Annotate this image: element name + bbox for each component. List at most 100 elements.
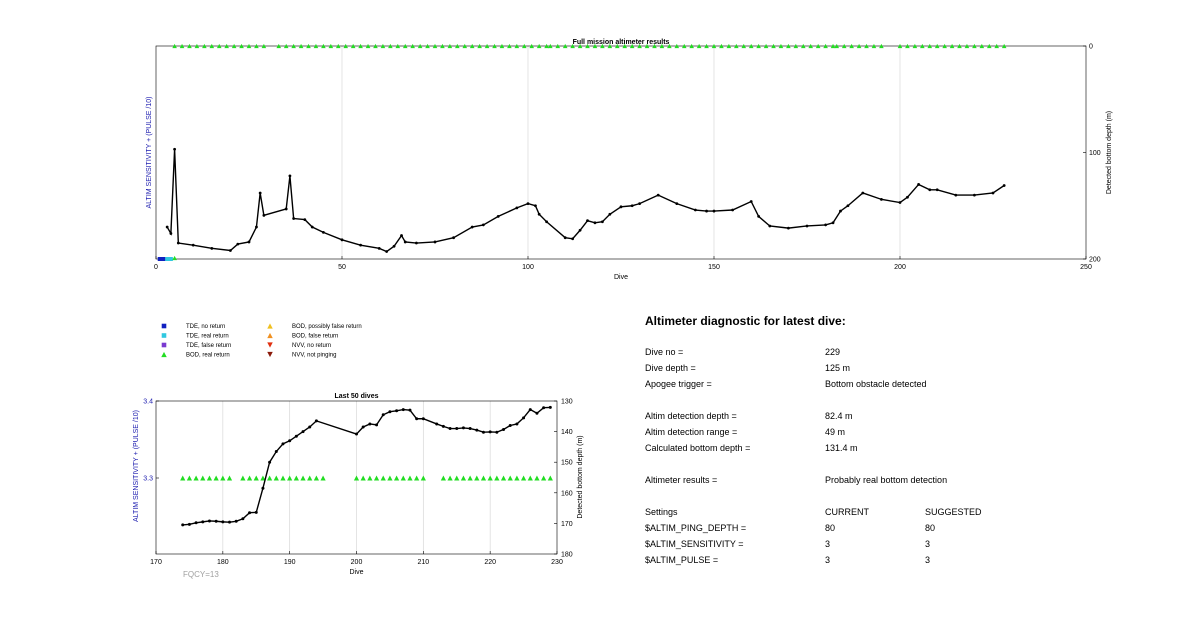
legend-label: BOD, possibly false return [292,324,362,330]
bod-real-return-marker [388,43,393,49]
pulse-label: $ALTIM_PULSE = [645,555,719,565]
bod-real-return-marker [402,43,408,49]
pulse-current: 3 [825,555,831,565]
bod-real-return-marker [548,43,553,49]
small-xtick-label: 230 [551,559,563,566]
bod-real-return-marker [711,43,717,49]
bod-real-return-marker [920,43,925,49]
bottom-depth-point [455,427,459,431]
bod-real-return-marker [474,475,480,481]
bottom-depth-point [694,208,697,212]
bod-real-return-marker [520,475,527,481]
bottom-depth-point [207,519,211,523]
full-chart-xlabel: Dive [614,274,628,281]
bottom-depth-point [757,215,761,218]
bod-real-return-marker [949,43,955,49]
sensitivity-current: 3 [825,539,831,549]
bod-real-return-marker [353,475,360,481]
ping-depth-row: $ALTIM_PING_DEPTH = 80 80 [645,523,1185,537]
bod-real-return-marker [719,43,724,49]
legend-triangle-marker [267,351,273,358]
bod-real-return-marker [667,43,672,49]
bod-real-return-marker [440,43,445,49]
bod-real-return-marker [193,475,199,481]
bottom-depth-point [488,430,492,434]
bottom-depth-point [593,221,597,225]
bod-real-return-marker [942,43,947,49]
bod-real-return-marker [254,43,259,49]
full-chart-series [165,147,1006,253]
bottom-depth-point [535,411,539,415]
bod-real-return-marker [186,475,193,481]
bottom-depth-point [187,522,191,526]
bod-real-return-marker [555,43,561,49]
bod-real-return-marker [417,43,423,49]
bod-real-return-marker [202,43,207,49]
bod-real-return-marker [467,475,473,481]
bod-real-return-marker [380,475,386,481]
bod-real-return-marker [536,43,542,49]
bod-real-return-marker [432,43,438,49]
bod-real-return-marker [469,43,475,49]
calc-bottom-value: 131.4 m [825,443,858,453]
legend-triangle-marker [267,332,273,339]
altim-det-depth-row: Altim detection depth = 82.4 m [645,411,1185,425]
altimeter-diagnostic-panel: Altimeter diagnostic for latest dive: Di… [645,300,1185,600]
full-xtick-label: 100 [522,264,534,271]
bottom-depth-point [787,226,790,230]
tde-no-return-marker [157,257,162,261]
bod-real-return-marker [879,43,884,49]
bod-real-return-marker [276,43,282,49]
bod-real-return-marker [484,43,490,49]
bottom-depth-point [201,520,205,524]
bottom-depth-point [377,246,381,250]
bottom-depth-point [495,430,499,434]
bod-real-return-marker [414,475,420,481]
bottom-depth-point [768,224,772,228]
small-chart-ylabel-right: Detected bottom depth (m) [577,435,584,518]
bottom-depth-point [181,523,185,527]
bod-real-return-marker [360,475,366,481]
bod-real-return-marker [514,475,520,481]
ping-depth-suggested: 80 [925,523,936,533]
bottom-depth-point [846,204,850,208]
legend-square-marker [161,323,167,329]
bottom-depth-point [169,232,173,235]
bottom-depth-point [194,521,198,525]
bottom-depth-point [288,439,292,443]
bottom-depth-point [630,204,634,208]
bottom-depth-point [229,249,232,252]
bod-real-return-marker [400,475,406,481]
bod-real-return-marker [771,43,776,49]
bottom-depth-point [255,225,258,229]
bottom-depth-point [254,510,258,514]
small-ytick-left-label: 3.3 [143,476,153,483]
legend-label: NVV, no return [292,343,331,349]
bod-real-return-marker [659,43,665,49]
legend-triangle-marker [161,351,167,358]
bottom-depth-point [749,200,753,203]
bottom-depth-point [375,423,379,427]
bottom-depth-point [586,219,589,223]
full-chart-title: Full mission altimeter results [573,39,670,46]
full-chart-markers [157,43,1007,261]
bottom-depth-point [268,460,272,464]
bottom-depth-point [534,204,537,208]
bod-real-return-marker [480,475,487,481]
bottom-depth-point [284,207,288,211]
altim-det-range-row: Altim detection range = 49 m [645,427,1185,441]
bottom-depth-point [368,422,372,426]
bod-real-return-marker [350,43,356,49]
full-ytick-label: 200 [1089,257,1101,264]
bottom-depth-point [258,191,262,195]
settings-header: Settings [645,507,678,517]
bod-real-return-marker [726,43,732,49]
results-value: Probably real bottom detection [825,475,948,485]
bottom-depth-point [191,243,195,247]
bod-real-return-marker [500,475,507,481]
bod-real-return-marker [541,475,547,481]
full-ytick-label: 0 [1089,44,1093,51]
bottom-depth-point [712,209,716,213]
bod-real-return-marker [280,475,286,481]
